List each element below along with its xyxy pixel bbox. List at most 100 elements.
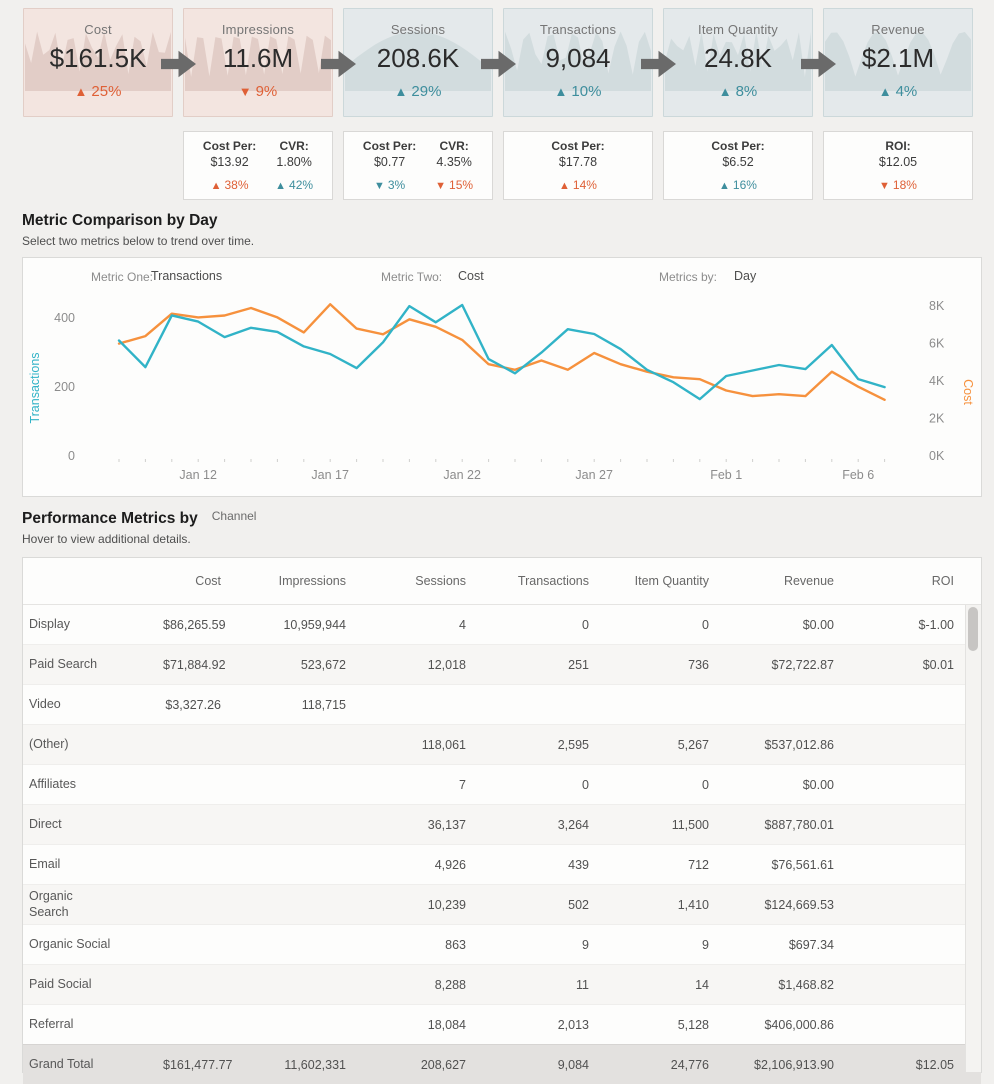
row-label: Display [29,616,70,631]
performance-section-subtitle: Hover to view additional details. [22,532,191,546]
table-row[interactable]: Email 4,926 439 712 $76,561.61 [23,844,981,884]
table-row[interactable]: Paid Social 8,288 11 14 $1,468.82 [23,964,981,1004]
row-cell: 712 [688,857,709,872]
subcard-change-value: 38% [224,178,249,192]
metric-one-select[interactable]: Transactions [151,269,223,283]
row-cell: 14 [695,977,709,992]
subcard-metric-label: CVR: [439,139,469,153]
row-cell: 5,128 [677,1017,709,1032]
row-cell: 10,959,944 [283,617,346,632]
kpi-card-revenue: Revenue $2.1M ▲ 4% [823,8,973,117]
chart-control-label: Metrics by: [659,270,718,284]
table-column-header: Item Quantity [634,574,709,588]
subcard-metric-label: CVR: [279,139,309,153]
kpi-subcard: Cost Per: $0.77 ▼ 3% CVR: 4.35% ▼ 15% [343,131,493,200]
subcard-metric-label: ROI: [885,139,911,153]
row-cell: $86,265.59 [163,617,226,632]
kpi-card-title: Cost [84,22,112,37]
kpi-change-value: 8% [735,83,758,100]
table-column-header: Sessions [415,574,466,588]
table-row[interactable]: Affiliates 7 0 0 $0.00 [23,764,981,804]
left-axis-tick: 200 [54,380,75,394]
row-cell: $71,884.92 [163,657,226,672]
performance-section-title: Performance Metrics by Channel [22,509,994,528]
table-scrollbar[interactable] [965,605,981,1072]
kpi-change-value: 25% [91,83,122,100]
kpi-card-title: Transactions [539,22,617,37]
subcard-change-value: 16% [732,178,757,192]
subcard-change-value: 42% [289,178,314,192]
subcard-change-indicator: ▼ 18% [879,178,917,192]
table-row[interactable]: Display $86,265.59 10,959,944 4 0 0 $0.00 $-1.0… [23,605,981,644]
table-scrollbar-thumb[interactable] [968,607,978,651]
table-row[interactable]: Referral 18,084 2,013 5,128 $406,000.86 [23,1004,981,1044]
table-row[interactable]: Video $3,327.26 118,715 [23,684,981,724]
performance-section-header: Performance Metrics by Channel Hover to v… [22,509,994,546]
row-cell: 439 [568,857,589,872]
row-cell: 7 [459,777,466,792]
kpi-card-value: 11.6M [222,43,294,73]
metric-two-select[interactable]: Cost [458,269,484,283]
subcard-metric: CVR: 4.35% ▼ 15% [435,139,473,192]
row-label: Email [29,856,61,871]
table-body: Display $86,265.59 10,959,944 4 0 0 $0.00 $-1.0… [23,605,981,1084]
table-row[interactable]: (Other) 118,061 2,595 5,267 $537,012.86 [23,724,981,764]
subcard-metric: ROI: $12.05 ▼ 18% [879,139,917,192]
row-cell: 2,013 [557,1017,589,1032]
subcard-metric: Cost Per: $13.92 ▲ 38% [203,139,256,192]
right-axis-tick: 0K [929,449,945,463]
row-cell: 4,926 [434,857,466,872]
row-cell: 502 [568,897,589,912]
row-cell: 1,410 [677,897,709,912]
row-label: Video [29,696,61,711]
table-column-header: ROI [931,574,954,588]
table-row[interactable]: Organic Search 10,239 502 1,410 $124,669.53 [23,884,981,924]
subcard-metric-label: Cost Per: [202,139,257,153]
row-cell: 11 [576,977,589,992]
left-axis-tick: 400 [54,311,75,325]
x-axis-tick-label: Feb 1 [710,468,742,482]
kpi-card-transactions: Transactions 9,084 ▲ 10% [503,8,676,117]
subcard-change-indicator: ▼ 15% [435,178,473,192]
subcard-change-indicator: ▲ 38% [211,178,249,192]
kpi-change-indicator: ▲ 25% [75,83,122,100]
kpi-change-indicator: ▲ 10% [555,83,602,100]
kpi-sparkline [505,31,651,91]
subcard-change-indicator: ▲ 42% [275,178,313,192]
trend-section-subtitle: Select two metrics below to trend over t… [22,234,255,248]
chart-control-label: Metric One: [91,270,154,284]
metrics-by-select[interactable]: Day [734,269,757,283]
subcard-metric-value: $6.52 [722,155,754,169]
row-cell: 0 [702,617,709,632]
row-label: Affiliates [29,776,77,791]
subcard-metric: Cost Per: $17.78 ▲ 14% [551,139,604,192]
kpi-sparkline [665,31,811,91]
row-cell: $-1.00 [918,617,954,632]
channel-parameter-label[interactable]: Channel [211,509,257,523]
table-row[interactable]: Organic Social 863 9 9 $697.34 [23,924,981,964]
row-cell: $3,327.26 [165,697,221,712]
right-axis-tick: 4K [929,374,945,388]
kpi-card-sessions: Sessions 208.6K ▲ 29% [343,8,516,117]
table-row[interactable]: Paid Search $71,884.92 523,672 12,018 251 736… [23,644,981,684]
kpi-card-item-quantity: Item Quantity 24.8K ▲ 8% [663,8,836,117]
row-cell: 11,602,331 [284,1057,346,1072]
triangle-up-icon: ▲ [74,84,88,99]
table-row[interactable]: Direct 36,137 3,264 11,500 $887,780.01 [23,804,981,844]
triangle-up-icon: ▲ [559,180,570,192]
x-axis-tick-label: Jan 22 [443,468,481,482]
row-cell: $697.34 [788,937,834,952]
subcard-metric-value: $13.92 [210,155,249,169]
kpi-change-indicator: ▲ 4% [879,83,918,100]
subcard-metric-label: Cost Per: [362,139,417,153]
triangle-down-icon: ▼ [879,180,890,192]
grand-total-row[interactable]: Grand Total $161,477.77 11,602,331 208,627 9… [23,1044,981,1084]
subcard-change-value: 15% [449,178,474,192]
table-column-header: Revenue [783,574,834,588]
trend-section-header: Metric Comparison by Day Select two metr… [22,212,994,248]
row-cell: $2,106,913.90 [754,1057,834,1072]
kpi-change-value: 4% [895,83,918,100]
subcard-change-indicator: ▼ 3% [374,178,405,192]
row-label: Direct [29,816,62,831]
